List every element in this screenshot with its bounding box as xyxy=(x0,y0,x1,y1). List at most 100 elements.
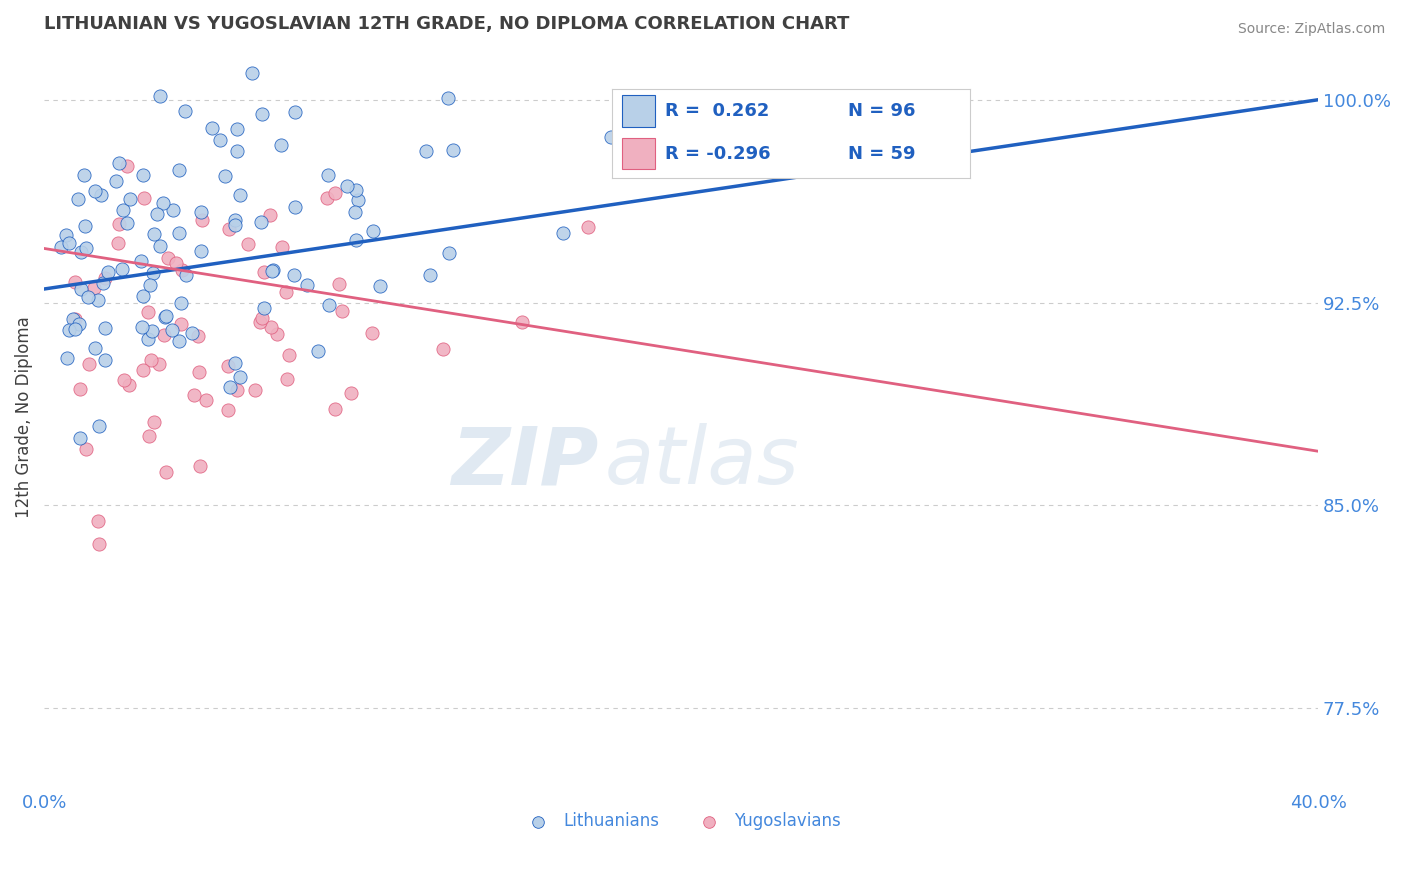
Point xyxy=(132,169,155,183)
Point xyxy=(165,256,187,270)
Point xyxy=(111,202,134,217)
Text: Source: ZipAtlas.com: Source: ZipAtlas.com xyxy=(1237,22,1385,37)
Point xyxy=(75,219,97,233)
Point xyxy=(419,268,441,282)
Point xyxy=(323,402,346,417)
Point xyxy=(240,66,263,80)
Point xyxy=(170,263,193,277)
Point xyxy=(132,191,155,205)
Y-axis label: 12th Grade, No Diploma: 12th Grade, No Diploma xyxy=(15,317,32,518)
Point xyxy=(316,168,339,182)
Point xyxy=(55,227,77,242)
Point xyxy=(347,194,370,208)
Point xyxy=(361,224,384,238)
Point xyxy=(328,277,350,292)
Point xyxy=(139,353,162,368)
Point xyxy=(323,186,346,200)
Point xyxy=(84,342,107,356)
Point xyxy=(249,314,271,328)
Point xyxy=(90,188,112,202)
Point xyxy=(217,359,239,373)
Point xyxy=(63,321,86,335)
Point xyxy=(87,418,110,433)
Point xyxy=(370,278,392,293)
Text: ZIP: ZIP xyxy=(451,423,599,501)
Point xyxy=(190,244,212,258)
Point xyxy=(344,234,367,248)
Point xyxy=(138,278,160,293)
Point xyxy=(201,121,224,136)
Point xyxy=(70,244,93,259)
Point xyxy=(343,205,366,219)
Point xyxy=(174,268,197,283)
Legend: Lithuanians, Yugoslavians: Lithuanians, Yugoslavians xyxy=(515,805,848,837)
Point xyxy=(260,320,283,334)
Point xyxy=(243,383,266,397)
Point xyxy=(339,386,361,401)
Text: R = -0.296: R = -0.296 xyxy=(665,145,770,163)
Point xyxy=(91,276,114,290)
Point xyxy=(162,202,184,217)
Point xyxy=(136,304,159,318)
Point xyxy=(224,356,246,370)
Point xyxy=(129,253,152,268)
Point xyxy=(217,402,239,417)
Point xyxy=(187,328,209,343)
Point xyxy=(94,271,117,285)
Point xyxy=(330,303,353,318)
Point xyxy=(224,218,246,232)
Text: LITHUANIAN VS YUGOSLAVIAN 12TH GRADE, NO DIPLOMA CORRELATION CHART: LITHUANIAN VS YUGOSLAVIAN 12TH GRADE, NO… xyxy=(44,15,849,33)
Point xyxy=(107,235,129,250)
Point xyxy=(600,130,623,145)
Point xyxy=(183,388,205,402)
Point xyxy=(62,311,84,326)
Point xyxy=(157,251,180,265)
Point xyxy=(170,296,193,310)
Point xyxy=(229,188,252,202)
Point xyxy=(253,301,276,316)
Point xyxy=(118,192,141,206)
Point xyxy=(115,159,138,173)
Point xyxy=(415,144,437,158)
Point xyxy=(131,320,153,334)
Point xyxy=(118,378,141,392)
Point xyxy=(108,156,131,170)
Point xyxy=(149,239,172,253)
Point xyxy=(162,322,184,336)
Point xyxy=(58,323,80,337)
Point xyxy=(149,88,172,103)
Point xyxy=(75,442,97,457)
Point xyxy=(143,415,166,429)
Point xyxy=(141,324,163,338)
Point xyxy=(318,298,340,312)
Point xyxy=(104,173,127,187)
Point xyxy=(77,290,100,304)
Point xyxy=(63,276,86,290)
Point xyxy=(136,332,159,346)
Point xyxy=(69,383,91,397)
Point xyxy=(155,309,177,323)
Point xyxy=(214,169,236,183)
Point xyxy=(250,311,273,326)
Point xyxy=(226,121,249,136)
Point xyxy=(553,226,575,240)
Point xyxy=(87,514,110,528)
Point xyxy=(274,285,297,299)
Point xyxy=(146,207,169,221)
Point xyxy=(167,163,190,178)
Point xyxy=(437,246,460,260)
Point xyxy=(155,466,177,480)
Point xyxy=(270,137,292,152)
Point xyxy=(112,373,135,387)
Point xyxy=(188,458,211,473)
Point xyxy=(132,363,155,377)
Point xyxy=(170,317,193,331)
Point xyxy=(77,358,100,372)
Point xyxy=(191,212,214,227)
Point xyxy=(271,240,294,254)
Point xyxy=(512,315,534,329)
Point xyxy=(344,183,367,197)
Point xyxy=(117,216,139,230)
Point xyxy=(69,431,91,445)
Point xyxy=(250,215,273,229)
